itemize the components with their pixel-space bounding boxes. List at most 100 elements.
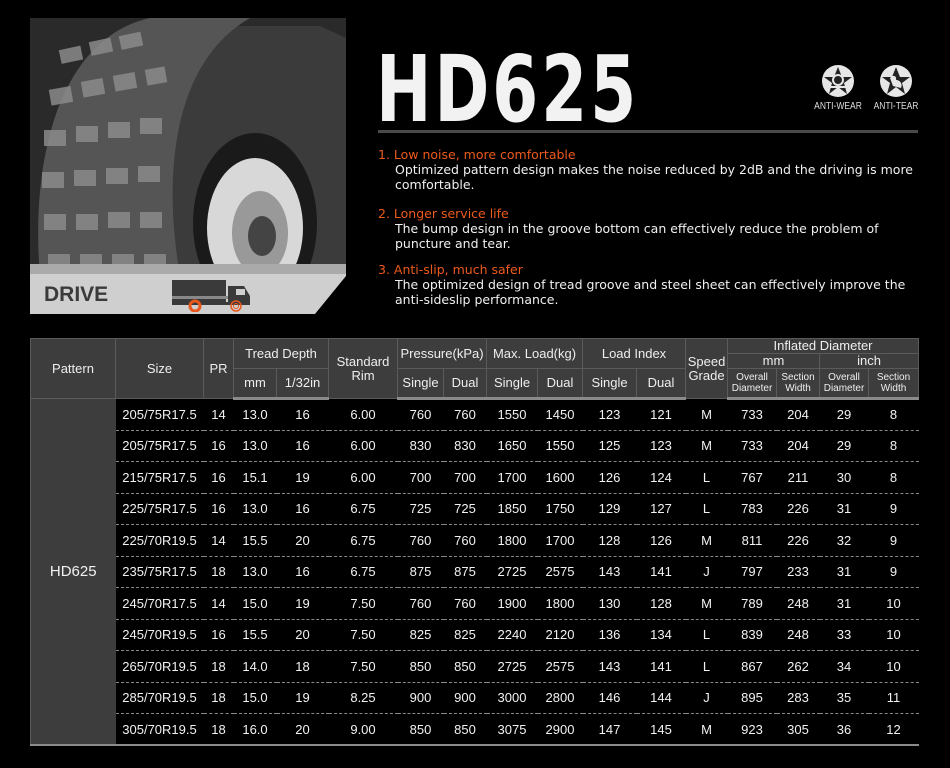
header-32in: 1/32in: [276, 368, 329, 400]
header-index-dual: Dual: [636, 368, 687, 400]
table-cell: 143: [582, 556, 637, 588]
product-title: HD625: [376, 36, 640, 143]
table-cell: 7.50: [328, 619, 398, 651]
header-mm: mm: [233, 368, 277, 400]
table-cell: 13.0: [233, 493, 277, 525]
table-cell: 8: [868, 461, 919, 494]
table-cell: 830: [397, 430, 444, 462]
header-index-single: Single: [582, 368, 638, 400]
table-cell: 205/75R17.5: [115, 430, 204, 462]
header-pr: PR: [203, 338, 234, 399]
table-cell: 825: [443, 619, 487, 651]
table-cell: 760: [443, 524, 487, 557]
table-cell: 2120: [537, 619, 583, 651]
table-cell: 8: [868, 430, 919, 462]
table-cell: 226: [776, 524, 820, 557]
table-cell: 7.50: [328, 587, 398, 620]
table-cell: 9.00: [328, 713, 398, 746]
table-cell: 9: [868, 556, 919, 588]
table-cell: 128: [636, 587, 686, 620]
table-cell: 29: [819, 398, 869, 431]
table-row: 265/70R19.5 18 14.0 18 7.50 850 850 2725 2575 143…: [31, 650, 919, 683]
table-cell: 1450: [537, 398, 583, 431]
table-cell: 262: [776, 650, 820, 683]
table-cell: 31: [819, 556, 869, 588]
table-cell: 143: [582, 650, 637, 683]
table-cell: 867: [727, 650, 777, 683]
table-cell: 760: [397, 524, 444, 557]
table-cell: 10: [868, 619, 919, 651]
table-cell: 839: [727, 619, 777, 651]
table-cell: 16: [203, 493, 234, 525]
table-cell: 14: [203, 524, 234, 557]
table-cell: 245/70R19.5: [115, 619, 204, 651]
table-cell: 16: [203, 461, 234, 494]
header-sw-inch: Section Width: [868, 368, 920, 400]
table-cell: 900: [443, 682, 487, 714]
table-cell: 126: [636, 524, 686, 557]
table-cell: 700: [397, 461, 444, 494]
table-cell: 16: [276, 398, 329, 431]
table-cell: 2725: [486, 556, 538, 588]
table-row: 225/75R17.5 16 13.0 16 6.75 725 725 1850 1750 129…: [31, 493, 919, 525]
table-cell: 15.1: [233, 461, 277, 494]
table-cell: M: [685, 713, 728, 746]
table-cell: 16: [203, 430, 234, 462]
anti-tear-badge: ANTI-TEAR: [866, 64, 926, 112]
table-cell: 15.0: [233, 682, 277, 714]
header-od-inch: Overall Diameter: [819, 368, 870, 400]
table-cell: 13.0: [233, 398, 277, 431]
table-cell: 129: [582, 493, 637, 525]
table-cell: 248: [776, 619, 820, 651]
header-unit-mm: mm: [727, 353, 821, 369]
table-cell: 797: [727, 556, 777, 588]
table-cell: 225/75R17.5: [115, 493, 204, 525]
table-cell: 226: [776, 493, 820, 525]
table-cell: L: [685, 650, 728, 683]
table-cell: J: [685, 682, 728, 714]
table-cell: 204: [776, 398, 820, 431]
table-cell: 8.25: [328, 682, 398, 714]
table-cell: 760: [443, 398, 487, 431]
table-row: 215/75R17.5 16 15.1 19 6.00 700 700 1700 1600 126…: [31, 461, 919, 494]
feature-text: The optimized design of tread groove and…: [395, 277, 906, 307]
table-cell: 900: [397, 682, 444, 714]
table-cell: 2575: [537, 650, 583, 683]
table-cell: 2725: [486, 650, 538, 683]
table-cell: 30: [819, 461, 869, 494]
table-cell: 144: [636, 682, 686, 714]
table-cell: 204: [776, 430, 820, 462]
table-cell: 123: [582, 398, 637, 431]
table-cell: 18: [276, 650, 329, 683]
table-cell: 811: [727, 524, 777, 557]
header-size: Size: [115, 338, 204, 399]
table-cell: 36: [819, 713, 869, 746]
table-cell: 3075: [486, 713, 538, 746]
header-inflated: Inflated Diameter: [727, 338, 920, 354]
truck-icon: [172, 280, 250, 312]
table-cell: 141: [636, 650, 686, 683]
header-load-index: Load Index: [582, 338, 687, 369]
category-label: DRIVE: [44, 283, 109, 306]
header-pressure-single: Single: [397, 368, 444, 400]
table-cell: 32: [819, 524, 869, 557]
table-cell: 1800: [486, 524, 538, 557]
table-cell: 146: [582, 682, 637, 714]
table-cell: J: [685, 556, 728, 588]
feature-1: 1. Low noise, more comfortable Optimized…: [378, 147, 928, 192]
feature-text: Optimized pattern design makes the noise…: [395, 162, 913, 192]
table-cell: 211: [776, 461, 820, 494]
table-cell: 265/70R19.5: [115, 650, 204, 683]
anti-tear-label: ANTI-TEAR: [873, 101, 919, 112]
table-cell: 2900: [537, 713, 583, 746]
table-cell: 850: [443, 650, 487, 683]
table-cell: 14: [203, 398, 234, 431]
table-cell: 18: [203, 556, 234, 588]
table-cell: 1550: [486, 398, 538, 431]
table-cell: 825: [397, 619, 444, 651]
feature-heading: 1. Low noise, more comfortable: [378, 147, 576, 162]
table-cell: 136: [582, 619, 637, 651]
table-cell: 16: [276, 430, 329, 462]
table-cell: 7.50: [328, 650, 398, 683]
table-cell: 13.0: [233, 430, 277, 462]
